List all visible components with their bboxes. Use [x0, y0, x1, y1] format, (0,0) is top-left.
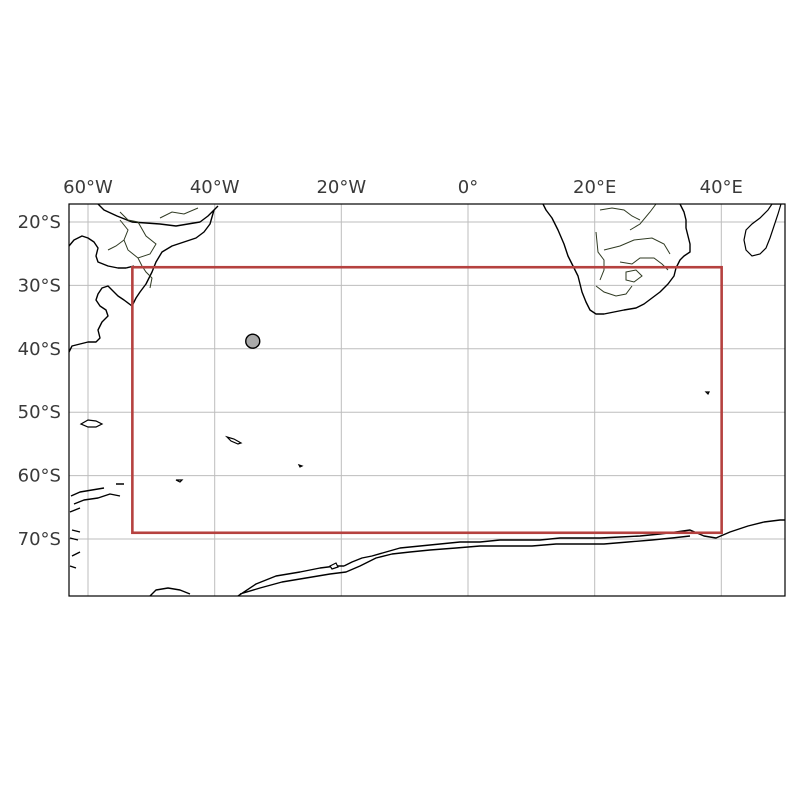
south-georgia-island — [224, 435, 243, 445]
lon-label: 40°W — [190, 177, 240, 198]
south-sandwich-islands — [297, 463, 304, 468]
region-box — [131, 265, 723, 535]
lat-label: 20°S — [18, 212, 61, 233]
gridlines — [69, 204, 785, 596]
lat-label: 60°S — [18, 466, 61, 487]
antarctica-coast — [149, 519, 785, 596]
shetland-islands — [69, 483, 124, 569]
map-plot-area — [69, 204, 785, 596]
antarctic-peninsula-island — [329, 562, 339, 570]
bouvet-island — [704, 391, 710, 396]
south-orkney-islands — [175, 479, 184, 483]
lat-label: 40°S — [18, 339, 61, 360]
country-borders — [107, 204, 671, 297]
lon-axis-labels: 60°W 40°W 20°W 0° 20°E 40°E — [63, 177, 743, 198]
lon-label: 0° — [458, 177, 478, 198]
lat-label: 70°S — [18, 529, 61, 550]
south-america-coast — [69, 204, 219, 353]
lon-label: 60°W — [63, 177, 113, 198]
location-marker — [245, 333, 261, 349]
lon-label: 40°E — [700, 177, 743, 198]
map-frame — [68, 203, 786, 597]
lon-label: 20°E — [573, 177, 616, 198]
lon-label: 20°W — [316, 177, 366, 198]
lat-label: 30°S — [18, 275, 61, 296]
lat-label: 50°S — [18, 402, 61, 423]
madagascar-island — [743, 204, 782, 257]
lat-axis-labels: 20°S 30°S 40°S 50°S 60°S 70°S — [18, 212, 61, 550]
africa-coast — [542, 204, 691, 315]
falkland-islands — [79, 419, 104, 428]
